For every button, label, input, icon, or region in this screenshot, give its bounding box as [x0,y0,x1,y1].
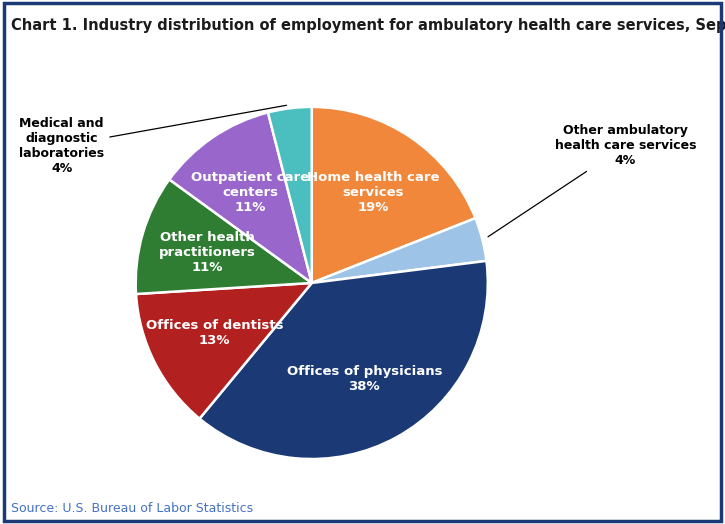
Text: Other health
practitioners
11%: Other health practitioners 11% [159,231,255,274]
Wedge shape [312,107,476,283]
Text: Other ambulatory
health care services
4%: Other ambulatory health care services 4% [488,124,696,237]
Wedge shape [268,107,312,283]
Text: Source: U.S. Bureau of Labor Statistics: Source: U.S. Bureau of Labor Statistics [11,501,253,515]
Wedge shape [312,218,486,283]
Text: Offices of dentists
13%: Offices of dentists 13% [146,319,283,346]
Text: Medical and
diagnostic
laboratories
4%: Medical and diagnostic laboratories 4% [19,105,286,174]
Text: Outpatient care
centers
11%: Outpatient care centers 11% [191,171,310,214]
Wedge shape [136,283,312,419]
Text: Offices of physicians
38%: Offices of physicians 38% [286,365,442,392]
Wedge shape [199,261,488,459]
Text: Home health care
services
19%: Home health care services 19% [307,171,439,214]
Text: Chart 1. Industry distribution of employment for ambulatory health care services: Chart 1. Industry distribution of employ… [11,18,725,34]
Wedge shape [136,180,312,294]
Wedge shape [170,113,312,283]
